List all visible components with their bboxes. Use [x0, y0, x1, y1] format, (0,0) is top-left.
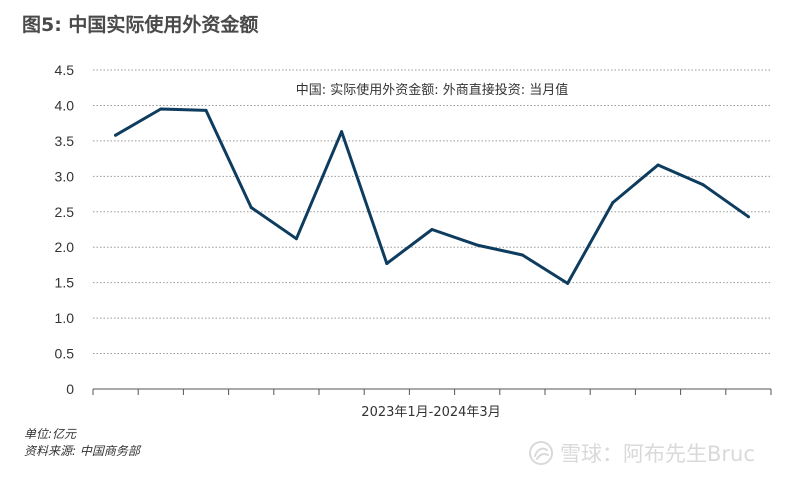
- y-tick-label: 2.5: [55, 204, 75, 220]
- data-point-2023-02: [159, 107, 163, 111]
- y-tick-label: 2.0: [55, 239, 75, 255]
- figure-title: 图5: 中国实际使用外资金额: [22, 14, 259, 36]
- data-points: [114, 107, 750, 285]
- watermark: 雪球：阿布先生Bruc: [528, 438, 755, 468]
- source-note: 资料来源: 中国商务部: [24, 444, 140, 458]
- y-tick-label: 1.0: [55, 310, 75, 326]
- y-tick-label: 1.5: [55, 275, 75, 291]
- data-point-2023-11: [566, 281, 570, 285]
- data-point-2023-08: [430, 228, 434, 231]
- data-point-2023-06: [340, 130, 344, 134]
- data-point-2024-01: [656, 163, 660, 167]
- chart-title: 中国: 实际使用外资金额: 外商直接投资: 当月值: [296, 82, 569, 98]
- y-tick-label: 3.0: [55, 168, 75, 184]
- gridlines: [93, 69, 771, 355]
- y-tick-label: 4.5: [55, 62, 75, 78]
- series-line: [114, 107, 750, 285]
- y-tick-label: 3.5: [55, 133, 75, 149]
- data-point-2023-03: [204, 108, 208, 112]
- watermark-text: 雪球：阿布先生Bruc: [560, 442, 755, 466]
- data-point-2024-02: [701, 183, 705, 187]
- data-point-2023-07: [385, 262, 389, 266]
- y-tick-labels: 0 0.5 1.0 1.5 2.0 2.5 3.0 3.5 4.0 4.5: [55, 62, 75, 397]
- data-point-2023-09: [475, 243, 479, 247]
- data-point-2023-05: [294, 237, 298, 241]
- unit-note: 单位:亿元: [24, 427, 77, 441]
- y-tick-label: 0.5: [55, 346, 75, 362]
- data-point-2024-03: [746, 215, 750, 219]
- data-point-2023-01: [114, 133, 118, 137]
- axes: [92, 388, 772, 395]
- snowball-logo-icon: [529, 441, 553, 465]
- y-tick-label: 4.0: [55, 97, 75, 113]
- data-point-2023-10: [520, 253, 524, 257]
- x-axis-label: 2023年1月-2024年3月: [361, 405, 500, 420]
- data-point-2023-04: [249, 206, 253, 210]
- y-tick-label: 0: [66, 381, 74, 397]
- data-point-2023-12: [611, 201, 615, 205]
